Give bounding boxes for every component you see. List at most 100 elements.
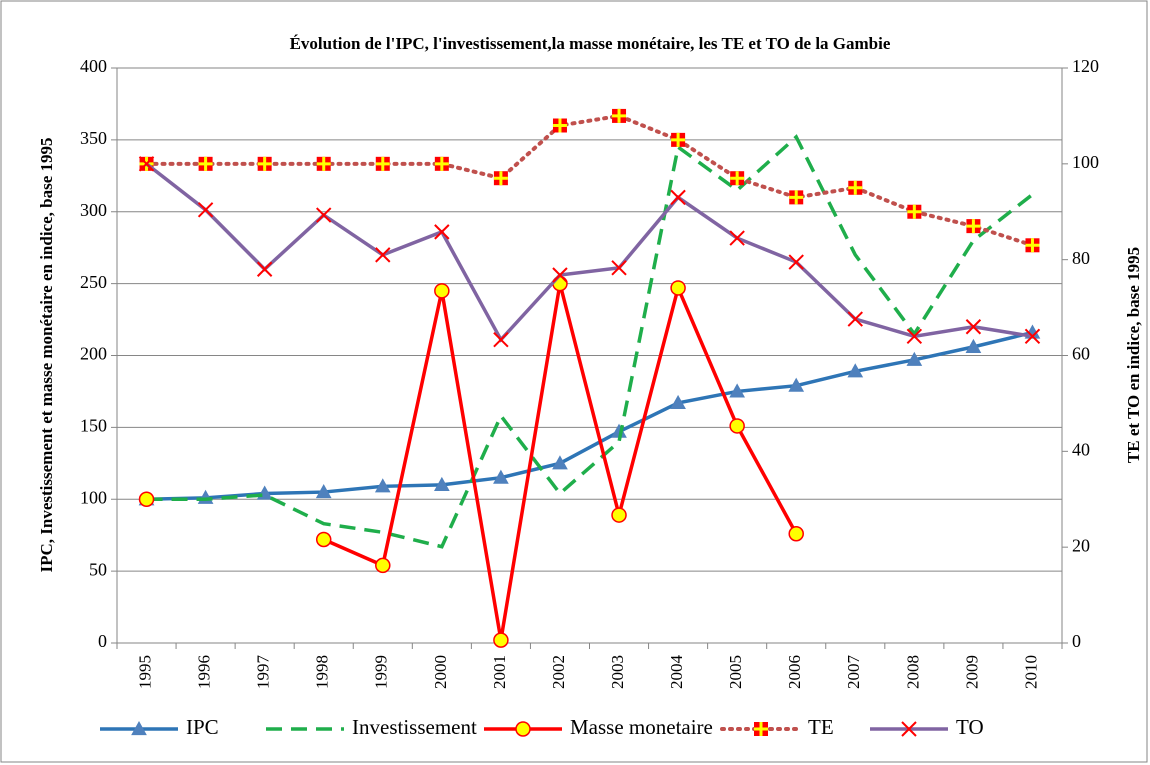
marker	[138, 156, 155, 172]
marker-cross	[848, 180, 863, 195]
marker	[965, 338, 982, 353]
marker-cross	[257, 156, 272, 171]
marker	[729, 418, 745, 434]
marker	[906, 328, 923, 345]
x-tick-label: 2004	[667, 655, 686, 690]
x-tick-label: 2000	[431, 655, 450, 689]
y2-tick-label: 100	[1072, 152, 1099, 172]
y-tick-label: 0	[98, 631, 107, 651]
marker-cross	[316, 156, 331, 171]
marker	[375, 247, 391, 263]
marker	[611, 260, 627, 276]
x-tick-label: 2006	[785, 655, 804, 689]
y2-tick-label: 60	[1072, 344, 1090, 364]
marker	[901, 721, 917, 737]
x-tick-label: 1999	[372, 655, 391, 689]
marker	[256, 261, 273, 277]
series-line	[145, 162, 1033, 343]
legend-item: Investissement	[266, 715, 477, 739]
x-tick-label: 2008	[903, 655, 922, 689]
marker-cross	[789, 190, 804, 205]
marker-cross	[612, 108, 627, 123]
y-tick-label: 250	[80, 272, 107, 292]
marker	[197, 202, 214, 218]
y2-tick-label: 80	[1072, 248, 1090, 268]
marker	[374, 478, 391, 493]
y2-tick-label: 20	[1072, 535, 1090, 555]
marker	[552, 267, 568, 283]
marker	[257, 156, 272, 171]
legend-item: Masse monetaire	[484, 715, 713, 739]
marker	[965, 319, 982, 335]
legend-label: IPC	[186, 715, 219, 739]
marker	[847, 311, 863, 327]
x-tick-label: 2010	[1021, 655, 1040, 689]
x-tick-label: 2009	[962, 655, 981, 689]
marker-cross	[493, 171, 508, 186]
marker	[730, 171, 745, 186]
marker	[906, 351, 923, 366]
marker	[375, 156, 390, 171]
marker	[434, 224, 450, 240]
x-tick-label: 2007	[844, 655, 863, 690]
y2-tick-label: 0	[1072, 631, 1081, 651]
marker	[966, 219, 981, 234]
marker	[611, 507, 627, 523]
marker	[1024, 328, 1041, 345]
marker	[493, 331, 509, 348]
marker-cross	[198, 156, 213, 171]
series-line	[144, 113, 1035, 248]
marker	[754, 722, 768, 736]
y-tick-label: 350	[80, 128, 107, 148]
y-axis-title: IPC, Investissement et masse monétaire e…	[37, 137, 56, 572]
y-tick-label: 50	[89, 559, 107, 579]
legend-item: TO	[870, 715, 984, 739]
marker	[788, 254, 804, 270]
marker	[729, 230, 745, 246]
series-line	[146, 134, 1034, 549]
marker	[552, 455, 568, 470]
marker	[316, 156, 331, 171]
y-tick-label: 300	[80, 200, 107, 220]
x-tick-label: 1995	[135, 655, 154, 689]
marker-cross	[434, 156, 449, 171]
y2-tick-label: 40	[1072, 439, 1090, 459]
marker	[552, 118, 567, 133]
marker	[1025, 238, 1040, 253]
marker	[789, 190, 804, 205]
marker-cross	[730, 171, 745, 186]
chart-title: Évolution de l'IPC, l'investissement,la …	[290, 34, 891, 53]
marker	[315, 531, 332, 548]
x-tick-label: 1998	[313, 655, 332, 689]
legend-label: Investissement	[352, 715, 477, 739]
marker-cross	[1025, 238, 1040, 253]
marker	[375, 557, 391, 574]
y-tick-label: 400	[80, 56, 107, 76]
y2-tick-label: 120	[1072, 56, 1099, 76]
legend-label: TE	[808, 715, 834, 739]
x-tick-label: 2005	[726, 655, 745, 689]
legend-item: TE	[720, 715, 834, 739]
marker	[847, 363, 864, 378]
marker	[433, 476, 450, 491]
marker	[670, 280, 686, 296]
marker	[131, 720, 147, 736]
marker	[612, 108, 627, 123]
marker	[493, 632, 509, 648]
marker-cross	[754, 722, 768, 736]
marker	[670, 189, 686, 206]
marker	[138, 491, 155, 507]
marker-cross	[552, 118, 567, 133]
legend-item: IPC	[100, 715, 219, 739]
legend-label: Masse monetaire	[570, 715, 713, 739]
marker	[316, 207, 332, 223]
x-tick-label: 2002	[549, 655, 568, 689]
marker	[848, 180, 863, 195]
marker	[729, 383, 746, 398]
marker	[907, 204, 922, 219]
marker-cross	[671, 132, 686, 147]
marker	[788, 377, 805, 392]
marker	[493, 171, 508, 186]
marker	[198, 156, 213, 171]
